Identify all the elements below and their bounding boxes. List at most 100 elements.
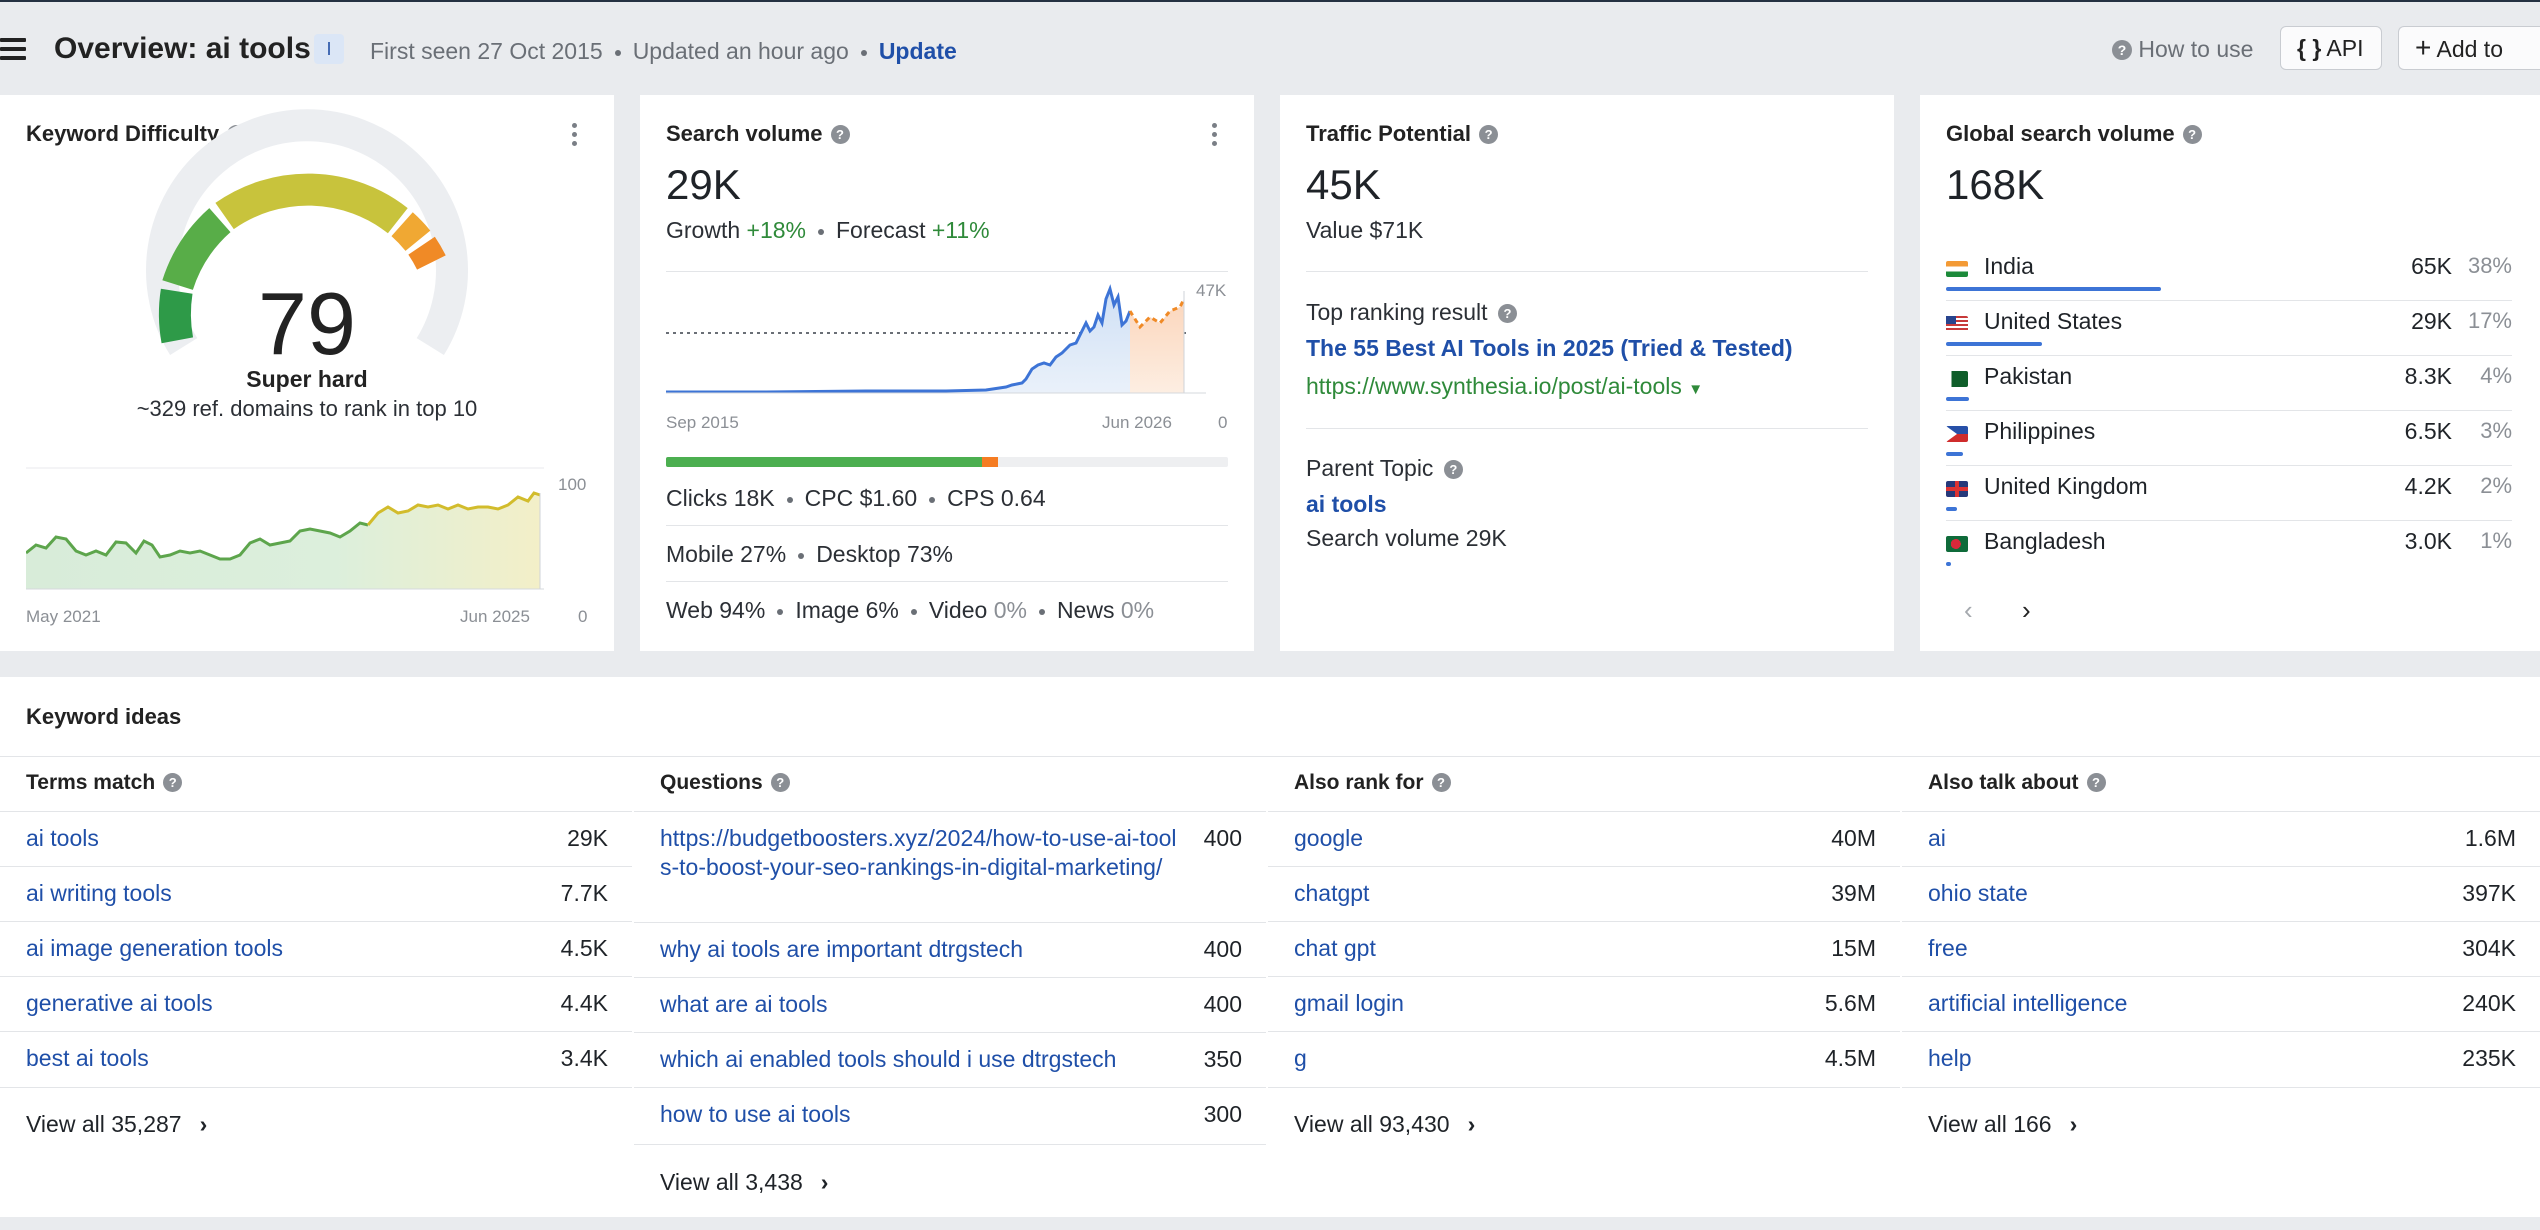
kd-history-line-green [26, 521, 369, 561]
sv-forecast-area [1130, 299, 1184, 393]
chevron-right-icon[interactable]: › [2022, 595, 2031, 625]
table-row: ohio state 397K [1902, 867, 2540, 922]
col-divider [0, 811, 632, 812]
desktop-share: Desktop 73% [816, 541, 953, 567]
table-row: ai tools 29K [0, 812, 632, 867]
keyword-link[interactable]: g [1294, 1045, 1307, 1071]
help-icon[interactable]: ? [1443, 460, 1463, 479]
keyword-volume: 300 [1203, 1101, 1242, 1127]
api-button[interactable]: { } API [2280, 26, 2382, 70]
keyword-link[interactable]: gmail login [1294, 990, 1404, 1016]
parent-topic-link[interactable]: ai tools [1306, 491, 1387, 517]
country-row[interactable]: United Kingdom 4.2K 2% [1946, 467, 2512, 522]
chevron-left-icon[interactable]: ‹ [1964, 595, 1973, 625]
keyword-link[interactable]: how to use ai tools [660, 1101, 851, 1127]
kd-chart-end: Jun 2025 [460, 607, 530, 626]
kd-history-area [26, 493, 540, 589]
organic-clicks-segment [666, 457, 982, 467]
keyword-link[interactable]: ai writing tools [26, 880, 172, 906]
help-icon[interactable]: ? [770, 773, 790, 792]
keyword-difficulty-card: Keyword Difficulty? 79 Super hard ~329 r… [0, 95, 614, 651]
sv-history-chart[interactable] [666, 271, 1206, 401]
keyword-link[interactable]: artificial intelligence [1928, 990, 2128, 1016]
more-options-icon[interactable] [1212, 123, 1218, 150]
update-link[interactable]: Update [878, 38, 957, 64]
keyword-link[interactable]: help [1928, 1045, 1972, 1071]
keyword-link[interactable]: which ai enabled tools should i use dtrg… [660, 1046, 1117, 1072]
keyword-volume: 4.5K [560, 935, 608, 961]
how-to-use-link[interactable]: ? How to use [2112, 36, 2253, 63]
sv-clicks-line: Clicks 18K CPC $1.60 CPS 0.64 [666, 485, 1046, 512]
table-row: gmail login 5.6M [1268, 977, 1900, 1032]
keyword-link[interactable]: generative ai tools [26, 990, 213, 1016]
keyword-link[interactable]: what are ai tools [660, 991, 828, 1017]
kd-chart-start: May 2021 [26, 607, 101, 626]
keyword-volume: 4.4K [560, 990, 608, 1016]
keyword-volume: 15M [1831, 935, 1876, 961]
table-row: ai image generation tools 4.5K [0, 922, 632, 977]
view-all-also-rank-link[interactable]: View all 93,430 › [1294, 1111, 1475, 1138]
intent-badge[interactable]: I [314, 34, 344, 64]
keyword-ideas-panel: Keyword ideas Terms match? ai tools 29K a… [0, 677, 2540, 1217]
country-pct: 38% [2467, 253, 2512, 278]
view-all-questions-link[interactable]: View all 3,438 › [660, 1169, 828, 1196]
chevron-right-icon: › [2069, 1111, 2078, 1137]
kd-history-chart [26, 467, 544, 590]
table-row: https://budgetboosters.xyz/2024/how-to-u… [634, 812, 1266, 923]
help-icon[interactable]: ? [2086, 773, 2106, 792]
help-icon[interactable]: ? [1497, 304, 1517, 323]
plus-icon: + [2415, 32, 2432, 63]
country-row[interactable]: India 65K 38% [1946, 247, 2512, 302]
top-result-url[interactable]: https://www.synthesia.io/post/ai-tools ▼ [1306, 373, 1703, 400]
country-share-bar [1946, 342, 2042, 346]
keyword-link[interactable]: ohio state [1928, 880, 2028, 906]
sv-device-line: Mobile 27% Desktop 73% [666, 541, 953, 568]
table-row: ai 1.6M [1902, 812, 2540, 867]
table-row: chatgpt 39M [1268, 867, 1900, 922]
keyword-volume: 397K [2462, 880, 2516, 906]
country-row[interactable]: Philippines 6.5K 3% [1946, 412, 2512, 467]
help-icon[interactable]: ? [2182, 125, 2202, 144]
keyword-link[interactable]: chatgpt [1294, 880, 1370, 906]
clicks-split-bar[interactable] [666, 457, 1228, 467]
kd-chart-ymax: 100 [558, 475, 587, 494]
keyword-link[interactable]: https://budgetboosters.xyz/2024/how-to-u… [660, 825, 1177, 880]
keyword-volume: 40M [1831, 825, 1876, 851]
table-row: ai writing tools 7.7K [0, 867, 632, 922]
keyword-link[interactable]: ai [1928, 825, 1946, 851]
menu-icon[interactable] [0, 38, 26, 60]
country-volume: 4.2K [2404, 473, 2452, 499]
keyword-link[interactable]: free [1928, 935, 1968, 961]
table-row: free 304K [1902, 922, 2540, 977]
keyword-link[interactable]: ai tools [26, 825, 99, 851]
table-row: which ai enabled tools should i use dtrg… [634, 1033, 1266, 1088]
keyword-link[interactable]: chat gpt [1294, 935, 1376, 961]
keyword-link[interactable]: google [1294, 825, 1364, 851]
help-icon[interactable]: ? [163, 773, 183, 792]
top-result-title-link[interactable]: The 55 Best AI Tools in 2025 (Tried & Te… [1306, 335, 1793, 361]
add-to-button[interactable]: + Add to [2398, 26, 2540, 70]
keyword-link[interactable]: ai image generation tools [26, 935, 283, 961]
help-icon[interactable]: ? [1431, 773, 1451, 792]
sv-divider-3 [666, 581, 1228, 582]
country-row[interactable]: United States 29K 17% [1946, 302, 2512, 357]
tp-divider [1306, 271, 1868, 272]
keyword-ideas-title: Keyword ideas [26, 704, 182, 729]
more-options-icon[interactable] [572, 123, 578, 150]
country-row[interactable]: Bangladesh 3.0K 1% [1946, 522, 2512, 577]
image-share: Image 6% [795, 597, 899, 623]
keyword-volume: 5.6M [1824, 990, 1876, 1016]
keyword-link[interactable]: why ai tools are important dtrgstech [660, 936, 1024, 962]
country-row[interactable]: Pakistan 8.3K 4% [1946, 357, 2512, 412]
gsv-title-text: Global search volume [1946, 121, 2175, 146]
view-all-also-talk-link[interactable]: View all 166 › [1928, 1111, 2077, 1138]
help-icon[interactable]: ? [1479, 125, 1499, 144]
terms-match-heading: Terms match? [26, 771, 183, 795]
view-all-terms-link[interactable]: View all 35,287 › [26, 1111, 207, 1138]
pakistan-flag-icon [1946, 371, 1968, 387]
keyword-link[interactable]: best ai tools [26, 1045, 149, 1071]
table-row: why ai tools are important dtrgstech 400 [634, 923, 1266, 978]
help-icon[interactable]: ? [830, 125, 850, 144]
country-share-bar [1946, 507, 1957, 511]
keyword-volume: 350 [1203, 1046, 1242, 1072]
